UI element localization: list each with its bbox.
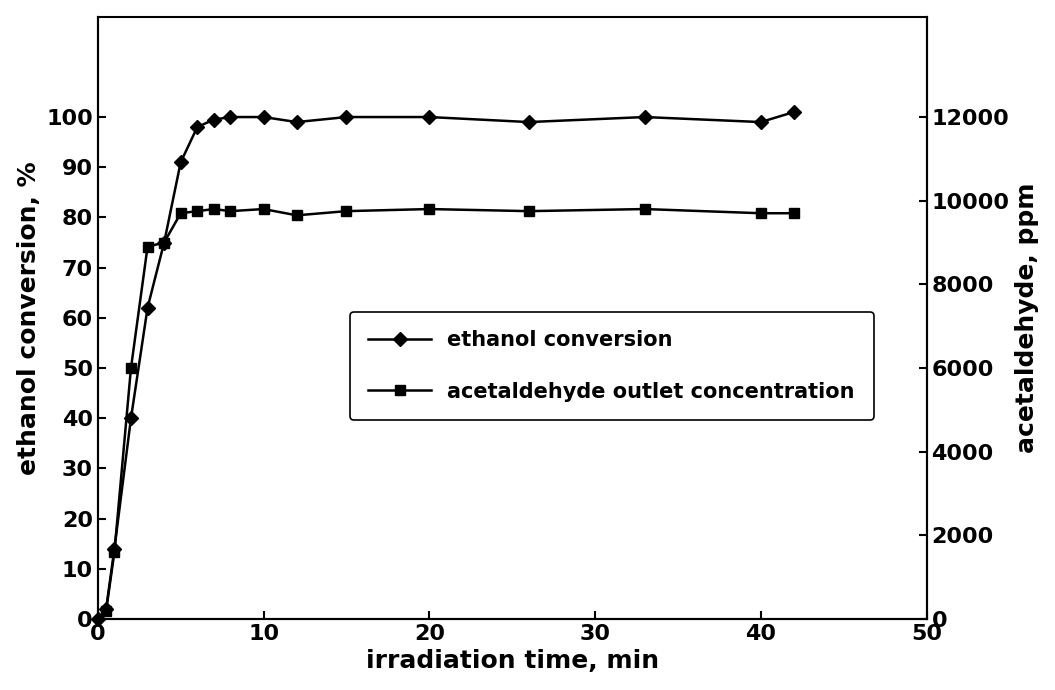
- ethanol conversion: [141, 304, 154, 312]
- ethanol conversion: [157, 238, 170, 246]
- Y-axis label: acetaldehyde, ppm: acetaldehyde, ppm: [1014, 183, 1038, 453]
- acetaldehyde outlet concentration: [92, 615, 104, 623]
- ethanol conversion: [108, 544, 120, 553]
- acetaldehyde outlet concentration: [423, 205, 436, 213]
- acetaldehyde outlet concentration: [787, 209, 800, 217]
- ethanol conversion: [100, 604, 113, 613]
- ethanol conversion: [522, 118, 535, 126]
- Legend: ethanol conversion, acetaldehyde outlet concentration: ethanol conversion, acetaldehyde outlet …: [349, 312, 874, 420]
- X-axis label: irradiation time, min: irradiation time, min: [365, 649, 658, 673]
- ethanol conversion: [208, 115, 220, 124]
- ethanol conversion: [423, 113, 436, 121]
- acetaldehyde outlet concentration: [257, 205, 270, 213]
- ethanol conversion: [638, 113, 651, 121]
- ethanol conversion: [257, 113, 270, 121]
- acetaldehyde outlet concentration: [174, 209, 187, 217]
- acetaldehyde outlet concentration: [522, 207, 535, 215]
- acetaldehyde outlet concentration: [340, 207, 352, 215]
- ethanol conversion: [290, 118, 303, 126]
- Line: ethanol conversion: ethanol conversion: [93, 107, 799, 624]
- ethanol conversion: [224, 113, 236, 121]
- acetaldehyde outlet concentration: [141, 243, 154, 251]
- acetaldehyde outlet concentration: [108, 548, 120, 556]
- ethanol conversion: [754, 118, 767, 126]
- acetaldehyde outlet concentration: [157, 238, 170, 246]
- ethanol conversion: [174, 158, 187, 166]
- ethanol conversion: [787, 108, 800, 116]
- acetaldehyde outlet concentration: [224, 207, 236, 215]
- Line: acetaldehyde outlet concentration: acetaldehyde outlet concentration: [93, 204, 799, 624]
- ethanol conversion: [124, 414, 137, 422]
- acetaldehyde outlet concentration: [124, 364, 137, 372]
- acetaldehyde outlet concentration: [191, 207, 204, 215]
- acetaldehyde outlet concentration: [754, 209, 767, 217]
- ethanol conversion: [340, 113, 352, 121]
- ethanol conversion: [92, 615, 104, 623]
- acetaldehyde outlet concentration: [290, 211, 303, 219]
- ethanol conversion: [191, 123, 204, 131]
- acetaldehyde outlet concentration: [100, 607, 113, 615]
- acetaldehyde outlet concentration: [638, 205, 651, 213]
- acetaldehyde outlet concentration: [208, 205, 220, 213]
- Y-axis label: ethanol conversion, %: ethanol conversion, %: [17, 161, 41, 475]
